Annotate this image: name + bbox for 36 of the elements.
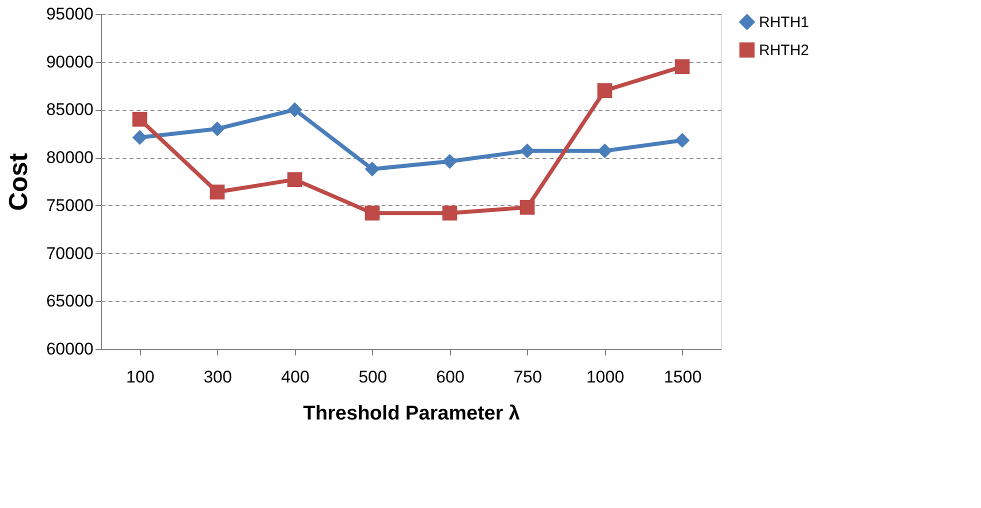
legend-label: RHTH1 [759, 14, 810, 31]
point [364, 162, 380, 176]
y-tick-label: 60000 [46, 340, 94, 358]
x-tick-label: 300 [204, 368, 232, 386]
y-axis-title: Cost [3, 152, 34, 211]
point [132, 130, 148, 145]
point [364, 206, 380, 220]
y-tick-label: 85000 [46, 100, 94, 120]
y-tick-label: 90000 [46, 52, 94, 72]
point [520, 143, 535, 158]
point [674, 132, 690, 148]
legend-label: RHTH2 [759, 42, 810, 59]
y-tick-label: 75000 [46, 196, 94, 215]
point [132, 112, 148, 127]
point [597, 83, 612, 98]
x-axis-title: Threshold Parameter λ [303, 402, 520, 424]
x-tick-label: 750 [514, 368, 542, 386]
x-tick-label: 100 [126, 368, 154, 386]
y-tick-label: 80000 [46, 148, 94, 168]
point [442, 206, 458, 220]
point [674, 59, 690, 74]
point [210, 121, 225, 136]
y-tick-label: 70000 [46, 244, 94, 263]
point [597, 143, 612, 158]
y-tick-label: 95000 [46, 4, 94, 24]
x-tick-label: 400 [281, 368, 310, 386]
x-tick-label: 500 [358, 368, 387, 386]
x-tick-label: 1000 [586, 368, 624, 386]
point [442, 154, 458, 169]
point [520, 200, 535, 215]
point [287, 102, 302, 118]
x-tick-label: 1500 [664, 368, 702, 386]
point [287, 172, 302, 187]
x-tick-label: 600 [436, 368, 464, 386]
point [210, 184, 225, 200]
y-tick-label: 65000 [46, 292, 94, 311]
